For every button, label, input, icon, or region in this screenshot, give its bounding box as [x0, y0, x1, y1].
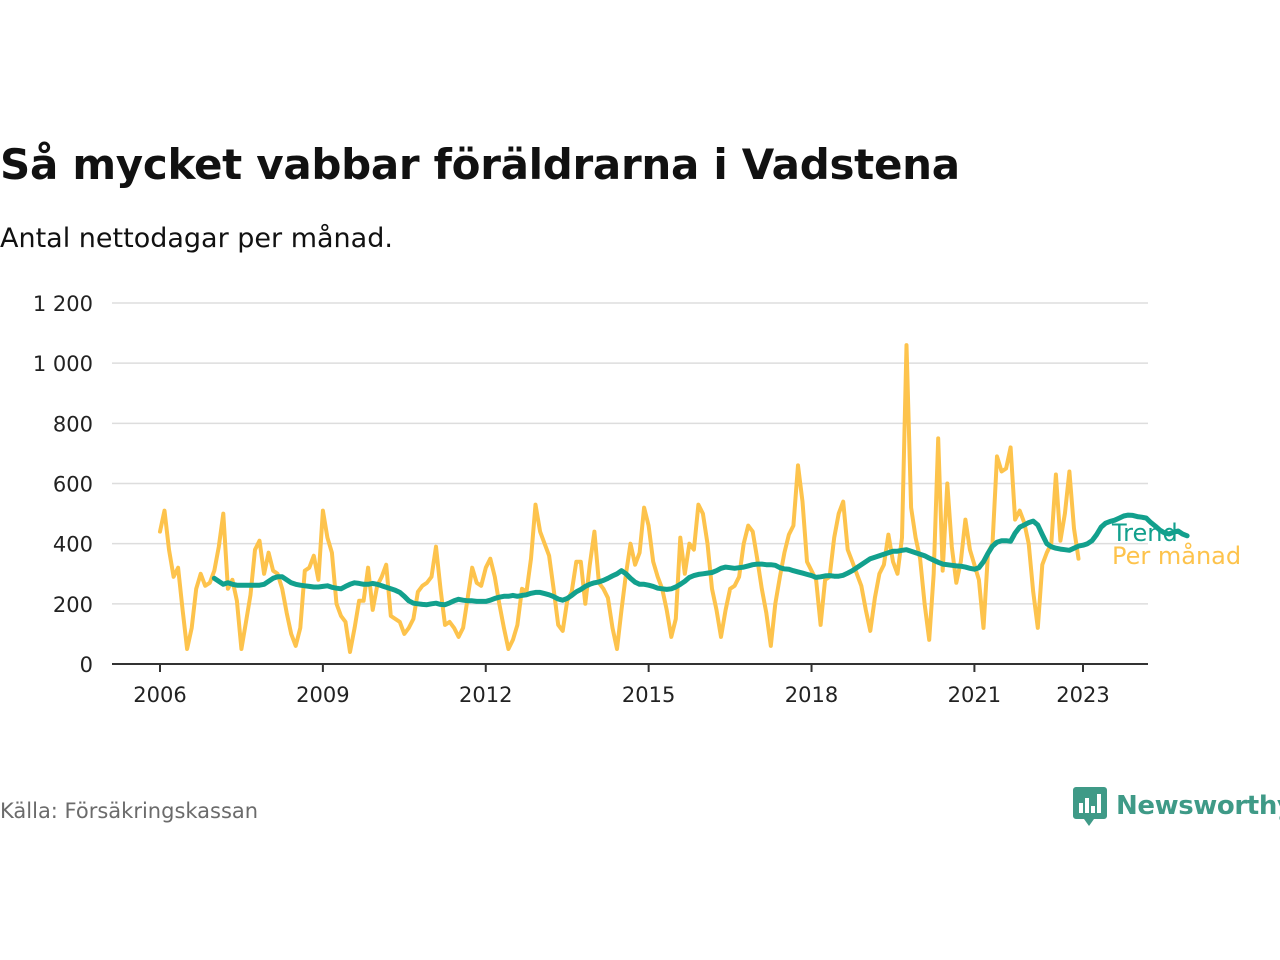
- y-tick-label: 200: [53, 593, 93, 617]
- x-axis-tick-labels: 2006 2009 2012 2015 2018 2021 2023: [133, 683, 1109, 707]
- monthly-series-line: [158, 343, 1081, 654]
- y-axis-tick-labels: 0 200 400 600 800 1 000 1 200: [33, 292, 93, 677]
- trend-series-line: [211, 512, 1190, 608]
- y-tick-label: 0: [80, 653, 93, 677]
- line-chart: 0 200 400 600 800 1 000 1 200 2006 2009 2012 2015…: [33, 292, 1241, 707]
- x-tick-label: 2006: [133, 683, 186, 707]
- chart-title: Så mycket vabbar föräldrarna i Vadstena: [0, 140, 960, 189]
- x-tick-label: 2023: [1056, 683, 1109, 707]
- x-axis: [112, 663, 1148, 672]
- source-note: Källa: Försäkringskassan: [0, 799, 259, 823]
- brand-name: Newsworthy: [1116, 791, 1280, 821]
- x-tick-label: 2018: [785, 683, 838, 707]
- gridlines: [112, 302, 1148, 605]
- y-tick-label: 1 200: [33, 292, 93, 316]
- y-tick-label: 400: [53, 533, 93, 557]
- trend-series-label: Trend: [1111, 519, 1178, 547]
- series-lines: [158, 343, 1190, 654]
- x-tick-label: 2015: [622, 683, 675, 707]
- y-tick-label: 600: [53, 473, 93, 497]
- x-tick-label: 2009: [296, 683, 349, 707]
- y-tick-label: 800: [53, 412, 93, 436]
- brand-logo: Newsworthy: [1072, 785, 1280, 827]
- bar-chart-speech-bubble-icon: [1073, 787, 1107, 826]
- x-tick-label: 2012: [459, 683, 512, 707]
- y-tick-label: 1 000: [33, 352, 93, 376]
- chart-subtitle: Antal nettodagar per månad.: [0, 223, 393, 254]
- x-tick-label: 2021: [948, 683, 1001, 707]
- monthly-series-label: Per månad: [1112, 541, 1241, 570]
